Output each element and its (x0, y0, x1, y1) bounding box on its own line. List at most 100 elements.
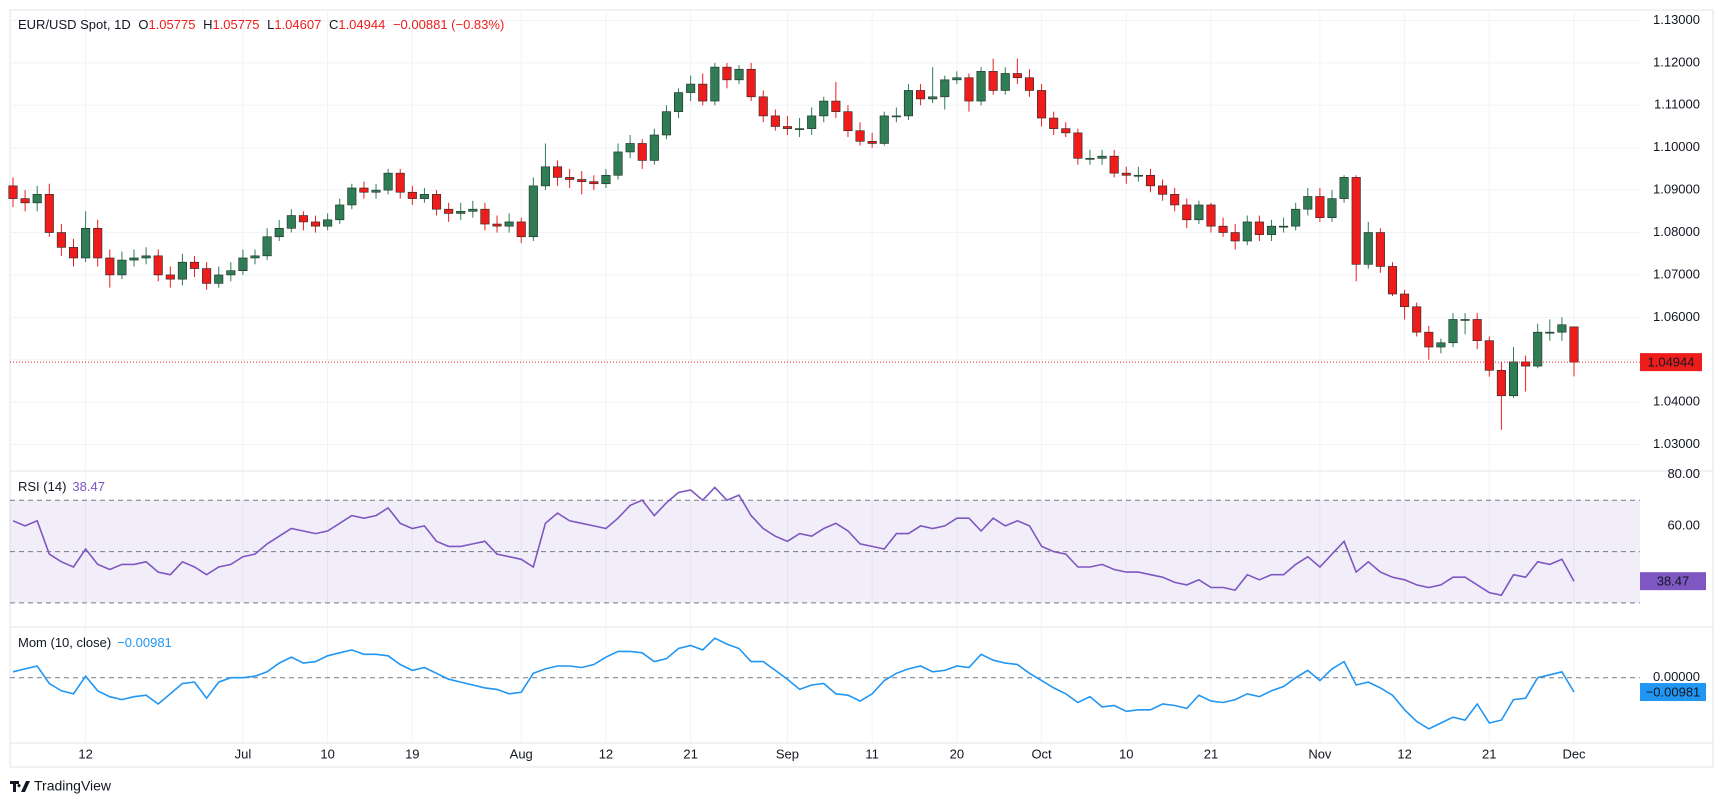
x-tick-label: 10 (1119, 746, 1133, 761)
candle-body (56, 232, 66, 248)
high-value: 1.05775 (212, 17, 259, 32)
candle-body (867, 141, 877, 144)
candle-body (1545, 331, 1555, 334)
candle-body (323, 219, 333, 227)
y-tick-label: 1.09000 (1653, 182, 1700, 197)
candle-body (44, 194, 54, 233)
x-tick-label: 12 (78, 746, 92, 761)
candle-body (1145, 174, 1156, 187)
candle-body (964, 77, 974, 102)
candle-body (613, 151, 623, 176)
candle-body (516, 221, 526, 238)
candle-body (1194, 204, 1204, 221)
candle-body (1170, 194, 1180, 206)
candle-body (746, 68, 756, 98)
candle-body (383, 172, 393, 191)
candle-body (601, 174, 611, 185)
candle-body (528, 185, 538, 238)
brand: TradingView (10, 778, 112, 794)
candle-body (1436, 342, 1446, 348)
candle-body (1254, 221, 1264, 235)
change-label: −0.00881 (−0.83%) (393, 17, 504, 32)
candle-body (1242, 221, 1252, 242)
candle-body (1061, 128, 1071, 134)
candle-body (81, 227, 91, 259)
candle-body (468, 208, 478, 212)
candle-body (1412, 306, 1422, 333)
candle-body (1400, 293, 1410, 308)
candle-body (1037, 90, 1047, 119)
candle-body (480, 208, 490, 225)
candle-body (1279, 225, 1289, 228)
plot-layer: 12 Jul 10 19 Aug 12 21 Sep 11 20 Oct 10 21 Nov 12 21 Dec… (8, 12, 1713, 761)
candle-body (1327, 198, 1337, 218)
candle-body (226, 270, 236, 276)
candle-body (1012, 73, 1022, 79)
candle-body (891, 115, 901, 118)
candle-body (141, 255, 151, 259)
candle-body (395, 172, 405, 193)
x-tick-label: 19 (405, 746, 419, 761)
y-tick-label: 1.07000 (1653, 266, 1700, 281)
close-value: 1.04944 (338, 17, 385, 32)
candle-body (238, 257, 248, 271)
candle-body (565, 177, 575, 180)
open-value: 1.05775 (148, 17, 195, 32)
candle-body (1218, 225, 1228, 233)
candle-body (371, 189, 381, 193)
candle-body (32, 194, 42, 204)
candle-body (274, 227, 284, 238)
candle-body (68, 247, 79, 259)
x-tick-label: Aug (510, 746, 533, 761)
ohlc-key: C (329, 17, 338, 32)
x-tick-label: Jul (235, 746, 252, 761)
candle-body (202, 268, 212, 284)
y-tick-label: 80.00 (1667, 466, 1700, 481)
candle-body (298, 215, 308, 223)
candle-body (1000, 73, 1010, 91)
x-tick-label: 21 (1204, 746, 1218, 761)
x-tick-label: 11 (865, 746, 879, 761)
candle-body (1024, 77, 1035, 91)
candle-body (988, 71, 998, 91)
candle-body (770, 115, 780, 127)
last-price-tag (1640, 353, 1702, 372)
candle-body (504, 221, 514, 227)
x-tick-label: 12 (1397, 746, 1411, 761)
y-tick-label: 1.04000 (1653, 394, 1700, 409)
candle-body (1073, 132, 1083, 159)
candle-body (1097, 155, 1107, 159)
candle-body (1472, 319, 1482, 341)
candle-body (214, 274, 224, 284)
header: EUR/USD Spot, 1D O1.05775 H1.05775 L1.04… (18, 17, 504, 32)
last-value-label: −0.00981 (1646, 684, 1701, 699)
candle-body (1508, 361, 1519, 397)
candle-body (625, 143, 635, 153)
candle-body (940, 79, 950, 98)
candle-body (407, 191, 417, 199)
candle-body (1351, 177, 1361, 265)
x-tick-label: Nov (1308, 746, 1332, 761)
y-tick-label: 1.10000 (1653, 139, 1700, 154)
candle-body (552, 166, 563, 178)
candle-body (686, 83, 696, 93)
last-price-label: 1.04944 (1648, 355, 1695, 370)
candle-body (928, 96, 938, 100)
candle-body (153, 255, 163, 276)
candle-body (1557, 324, 1567, 333)
indicator-name: RSI (14) (18, 479, 66, 494)
candle-body (952, 77, 962, 81)
candle-body (1460, 319, 1470, 321)
candle-body (1266, 225, 1277, 235)
y-tick-label: 1.03000 (1653, 436, 1700, 451)
candle-body (8, 185, 18, 199)
indicator-value: −0.00981 (117, 635, 172, 650)
candle-body (1448, 319, 1458, 344)
candle-body (1424, 331, 1434, 348)
x-tick-label: 10 (320, 746, 334, 761)
candle-body (347, 187, 357, 206)
last-value-tag (1640, 683, 1706, 702)
ohlc-key: L (267, 17, 274, 32)
x-tick-label: Oct (1031, 746, 1052, 761)
